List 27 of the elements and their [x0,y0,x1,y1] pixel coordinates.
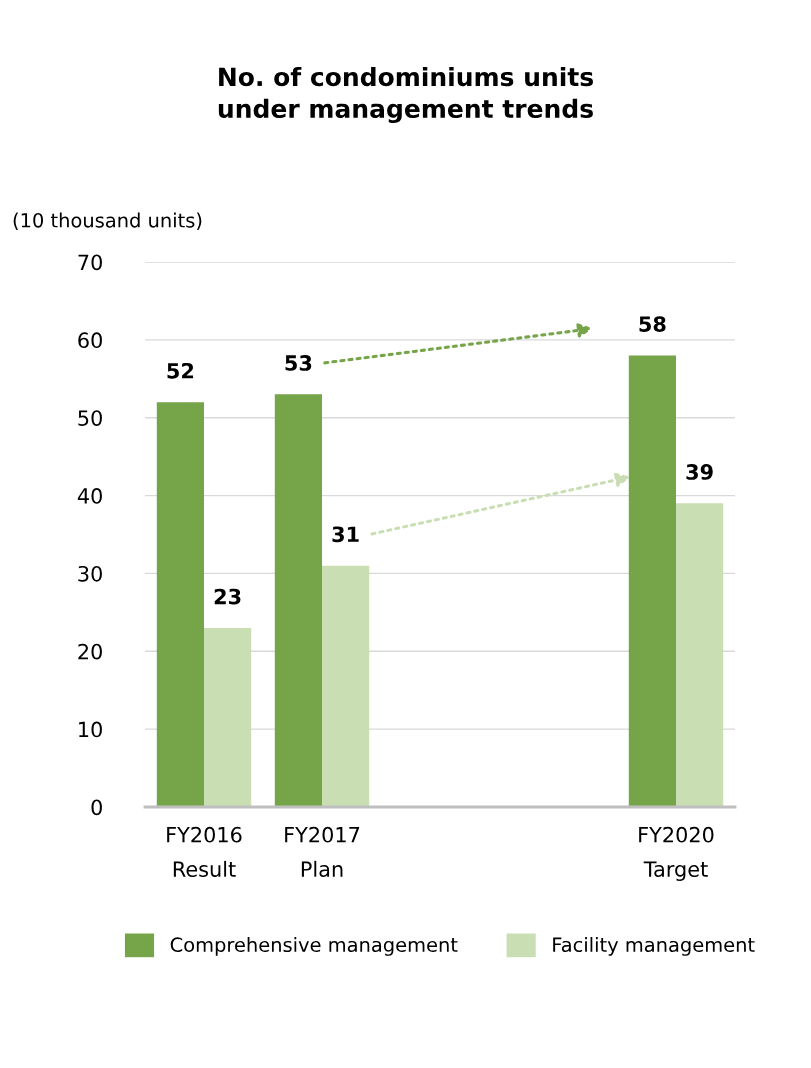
y-tick-label: 50 [78,410,102,426]
legend-label: Comprehensive management [170,937,458,956]
bar [628,355,676,807]
data-label: 53 [285,355,312,371]
y-tick-label: 60 [78,332,102,349]
bar [204,627,252,807]
y-tick-label: 40 [77,488,102,504]
y-tick-label: 20 [78,643,102,660]
y-axis-title: (10 thousand units) [13,212,202,230]
x-tick-label: FY2016 Result [167,826,242,877]
chart-title: No. of condominiums units under management trends [218,66,593,124]
x-tick-label: FY2020 Target [639,826,714,882]
y-tick-label: 10 [79,721,102,738]
y-tick-label: 30 [78,565,102,582]
bar [274,394,322,807]
data-label: 39 [686,464,713,480]
legend-label: Facility management [553,937,755,956]
data-label: 23 [214,588,241,605]
bar [322,565,370,807]
data-label: 31 [332,526,359,543]
x-tick-label: FY2017 Plan [285,826,360,877]
y-tick-label: 70 [78,254,102,271]
bar [156,402,204,807]
y-tick-label: 0 [91,799,102,816]
bar [676,503,724,807]
data-label: 58 [639,316,666,332]
data-label: 52 [167,362,194,379]
